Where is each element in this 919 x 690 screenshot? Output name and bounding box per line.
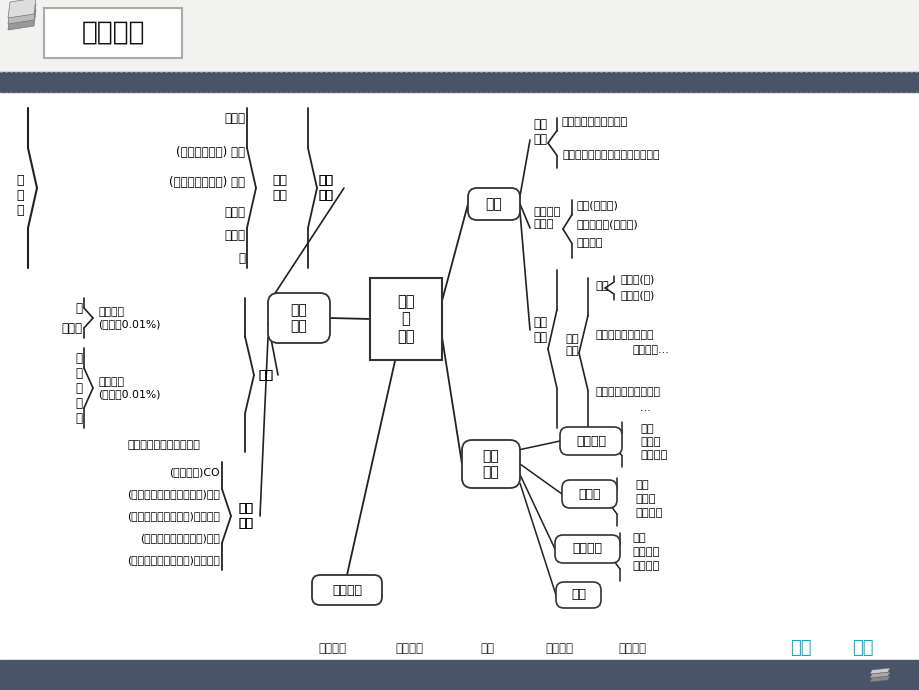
Text: 棉花(纤维素): 棉花(纤维素)	[576, 200, 618, 210]
Polygon shape	[8, 0, 36, 18]
Text: 钠和钾: 钠和钾	[61, 322, 82, 335]
Text: 白色污染: 白色污染	[332, 584, 361, 596]
Text: 铁: 铁	[75, 351, 82, 364]
Text: 产生原因: 产生原因	[318, 642, 346, 655]
Text: 锌: 锌	[75, 366, 82, 380]
Text: 防治措施: 防治措施	[634, 508, 662, 518]
Text: 碘: 碘	[75, 382, 82, 395]
Text: 首页: 首页	[789, 639, 811, 657]
FancyBboxPatch shape	[369, 278, 441, 360]
Polygon shape	[869, 672, 889, 678]
Text: 有
机
物: 有 机 物	[16, 173, 24, 217]
Text: 硒: 硒	[75, 411, 82, 424]
Text: 知识网络: 知识网络	[81, 20, 144, 46]
Text: 恶果: 恶果	[631, 533, 645, 543]
Text: 末页: 末页	[851, 639, 872, 657]
Text: 危害: 危害	[480, 642, 494, 655]
Text: 污染源: 污染源	[640, 437, 660, 447]
Text: 无机盐: 无机盐	[223, 228, 244, 242]
Text: 氟: 氟	[75, 397, 82, 409]
Polygon shape	[8, 10, 36, 30]
Text: 天然高分
子材料: 天然高分 子材料	[532, 207, 560, 229]
Text: 无机非金属材料：大理石、陶瓷等: 无机非金属材料：大理石、陶瓷等	[562, 150, 659, 160]
Text: 营养
物质: 营养 物质	[318, 174, 333, 202]
Text: (装修材料，使蛋白质变性)甲醛: (装修材料，使蛋白质变性)甲醛	[127, 489, 220, 499]
Polygon shape	[8, 4, 36, 24]
Text: 合成橡胶：绝缘性好、: 合成橡胶：绝缘性好、	[595, 387, 659, 397]
Text: 材料: 材料	[485, 197, 502, 211]
FancyBboxPatch shape	[554, 535, 619, 563]
Text: 有机
材料: 有机 材料	[532, 316, 547, 344]
Text: 污染源: 污染源	[634, 494, 655, 504]
Text: 酸雨: 酸雨	[571, 589, 585, 602]
Text: 营养
物质: 营养 物质	[318, 174, 333, 202]
Text: 天然橡胶: 天然橡胶	[576, 238, 603, 248]
Text: 有害
物质: 有害 物质	[238, 502, 253, 530]
Text: 产生原因: 产生原因	[631, 547, 659, 557]
Text: 热塑性(软): 热塑性(软)	[619, 290, 653, 300]
Text: 常量元素
(含量＞0.01%): 常量元素 (含量＞0.01%)	[98, 307, 160, 329]
Text: 合成
材料: 合成 材料	[564, 334, 578, 356]
Text: (备用能源：脂肪) 油脂: (备用能源：脂肪) 油脂	[169, 175, 244, 188]
Text: 减缓措施: 减缓措施	[631, 561, 659, 571]
FancyBboxPatch shape	[468, 188, 519, 220]
Text: …: …	[640, 403, 650, 413]
FancyBboxPatch shape	[267, 293, 330, 343]
Text: 水: 水	[238, 251, 244, 264]
FancyBboxPatch shape	[461, 440, 519, 488]
Text: (霉变大米，损害肝脏)黄曲霉素: (霉变大米，损害肝脏)黄曲霉素	[127, 511, 220, 521]
FancyBboxPatch shape	[44, 8, 182, 58]
Text: 合成纤维：强度高、: 合成纤维：强度高、	[595, 330, 652, 340]
Text: 羊毛、蚕丝(蛋白质): 羊毛、蚕丝(蛋白质)	[576, 219, 638, 229]
Text: 维生素: 维生素	[223, 206, 244, 219]
FancyBboxPatch shape	[312, 575, 381, 605]
FancyBboxPatch shape	[560, 427, 621, 455]
Text: 化学
与
生活: 化学 与 生活	[397, 294, 414, 344]
Text: 钙: 钙	[75, 302, 82, 315]
Text: 金属材料：金属、合金: 金属材料：金属、合金	[562, 117, 628, 127]
Text: 水污染: 水污染	[578, 488, 600, 500]
Text: 环境
问题: 环境 问题	[482, 449, 499, 479]
Text: 防治措施: 防治措施	[640, 450, 667, 460]
Text: (工业用盐，食物中毒)亚硝酸钠: (工业用盐，食物中毒)亚硝酸钠	[127, 555, 220, 565]
Text: 有害
物质: 有害 物质	[238, 502, 253, 530]
Text: 微量元素
(含量＜0.01%): 微量元素 (含量＜0.01%)	[98, 377, 160, 399]
Text: 元素: 元素	[257, 368, 273, 382]
Text: 产生原因: 产生原因	[544, 642, 573, 655]
Text: (血红蛋白)CO: (血红蛋白)CO	[169, 467, 220, 477]
FancyBboxPatch shape	[562, 480, 617, 508]
Text: 蛋白质: 蛋白质	[223, 112, 244, 124]
Text: 热固性(硬): 热固性(硬)	[619, 274, 653, 284]
Text: 危害: 危害	[640, 424, 653, 434]
Text: 人类
健康: 人类 健康	[290, 303, 307, 333]
Text: 元素: 元素	[257, 368, 273, 382]
Polygon shape	[869, 676, 889, 682]
Text: (能量主要来源) 糖类: (能量主要来源) 糖类	[176, 146, 244, 159]
Text: 解决方法: 解决方法	[394, 642, 423, 655]
Text: 防治措施: 防治措施	[618, 642, 645, 655]
Text: 弹性好、…: 弹性好、…	[631, 345, 668, 355]
Text: 营养
物质: 营养 物质	[272, 174, 287, 202]
Text: 空气污染: 空气污染	[575, 435, 606, 448]
Text: 温室效应: 温室效应	[572, 542, 602, 555]
Text: 塑料: 塑料	[595, 281, 608, 291]
Text: 无机
材料: 无机 材料	[532, 118, 547, 146]
FancyBboxPatch shape	[555, 582, 600, 608]
Text: 砷、汞、铅等：有害元素: 砷、汞、铅等：有害元素	[127, 440, 199, 450]
Text: (工业酒精，双目失明)甲醇: (工业酒精，双目失明)甲醇	[140, 533, 220, 543]
Polygon shape	[869, 668, 889, 674]
Text: 危害: 危害	[634, 480, 648, 490]
